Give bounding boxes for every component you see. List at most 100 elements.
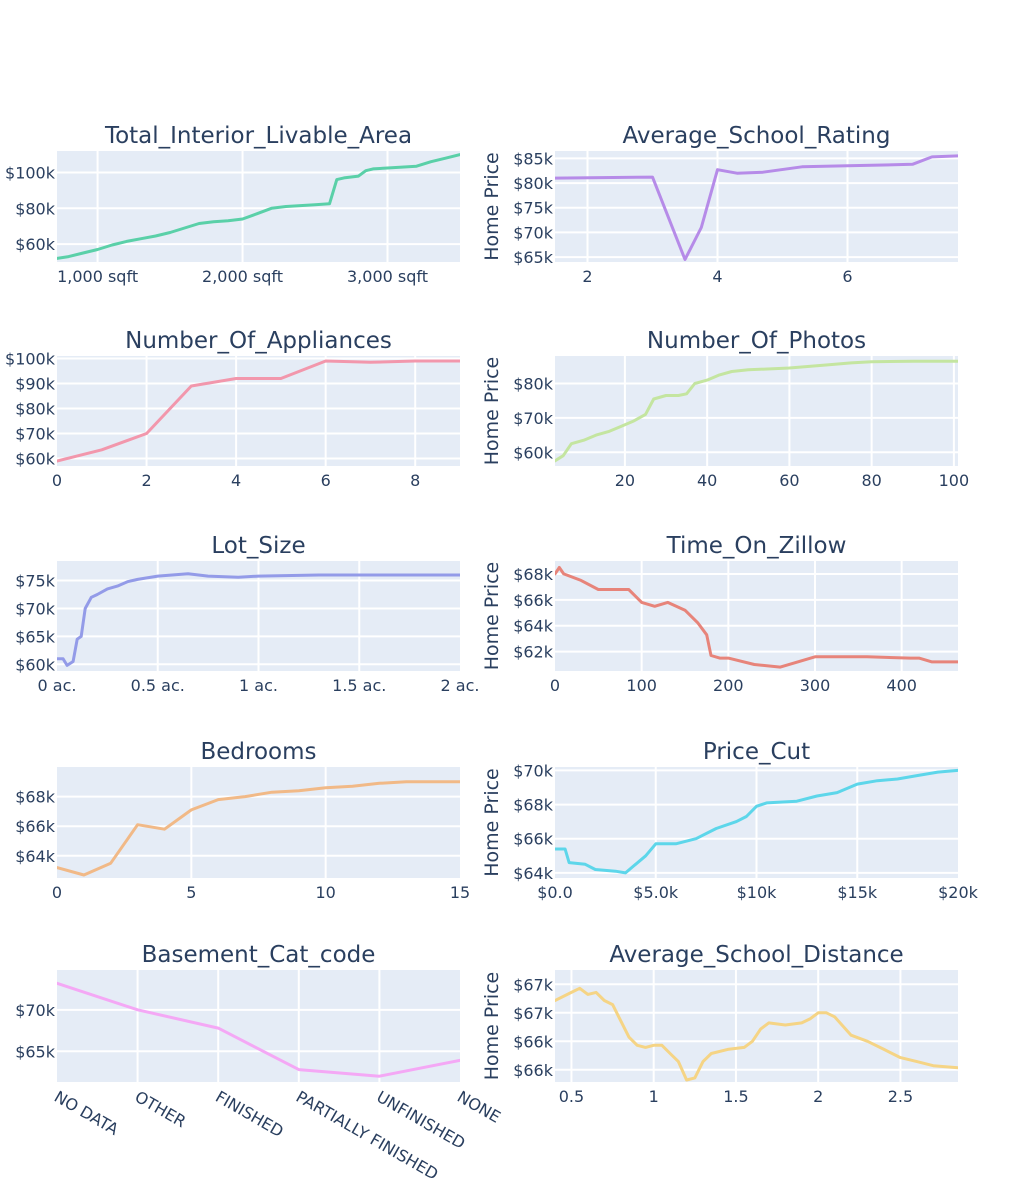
x-tick-label: 100	[626, 676, 657, 695]
plot-area	[555, 356, 958, 466]
y-tick-label: $60k	[15, 655, 56, 674]
y-tick-label: $65k	[15, 1042, 56, 1061]
plot-area	[57, 970, 460, 1082]
x-tick-label: 2,000 sqft	[202, 267, 283, 286]
x-tick-label: $20k	[938, 883, 979, 902]
y-tick-label: $60k	[15, 450, 56, 469]
y-tick-label: $80k	[15, 199, 56, 218]
x-tick-label: FINISHED	[212, 1087, 287, 1141]
x-tick-label: 2 ac.	[441, 676, 480, 695]
x-tick-label: 5	[186, 883, 196, 902]
plot-area	[57, 356, 460, 466]
x-tick-label: 0 ac.	[38, 676, 77, 695]
chart-panel: Number_Of_Photos $60k $70k $80k 20 40 60 80 100 H…	[481, 328, 969, 490]
chart-title: Price_Cut	[703, 739, 810, 765]
x-tick-label: 2	[813, 1087, 823, 1106]
y-tick-label: $66k	[513, 1032, 554, 1051]
x-tick-label: $5.0k	[633, 883, 679, 902]
x-tick-label: 2.5	[888, 1087, 913, 1106]
x-tick-label: 3,000 sqft	[347, 267, 428, 286]
y-tick-label: $80k	[513, 174, 554, 193]
y-axis-label: Home Price	[481, 357, 503, 466]
y-tick-label: $65k	[513, 248, 554, 267]
y-tick-label: $62k	[513, 643, 554, 662]
x-tick-label: 0	[52, 471, 62, 490]
x-tick-label: 10	[315, 883, 335, 902]
x-tick-label: 1 ac.	[239, 676, 278, 695]
chart-title: Time_On_Zillow	[666, 533, 847, 559]
y-tick-label: $70k	[513, 409, 554, 428]
y-tick-label: $64k	[513, 864, 554, 883]
chart-panel: Basement_Cat_code $65k $70k NO DATA OTHER FIN…	[15, 942, 504, 1184]
x-tick-label: 15	[450, 883, 470, 902]
x-tick-label: $15k	[837, 883, 878, 902]
x-tick-label: 4	[712, 267, 722, 286]
plot-area	[555, 561, 958, 671]
chart-panel: Average_School_Rating $65k $70k $75k $80k $85…	[481, 123, 958, 286]
y-axis-label: Home Price	[481, 152, 503, 261]
x-tick-label: 80	[861, 471, 881, 490]
y-tick-label: $66k	[15, 817, 56, 836]
y-tick-label: $70k	[15, 425, 56, 444]
y-axis-label: Home Price	[481, 768, 503, 877]
y-axis-label: Home Price	[481, 972, 503, 1081]
y-tick-label: $68k	[513, 565, 554, 584]
x-tick-label: $10k	[737, 883, 778, 902]
y-tick-label: $68k	[15, 788, 56, 807]
y-tick-label: $85k	[513, 149, 554, 168]
y-tick-label: $75k	[15, 572, 56, 591]
x-tick-label: 0	[52, 883, 62, 902]
y-tick-label: $66k	[513, 591, 554, 610]
y-tick-label: $100k	[5, 350, 56, 369]
chart-title: Number_Of_Photos	[647, 328, 866, 354]
x-tick-label: 0.5 ac.	[131, 676, 185, 695]
chart-panel: Number_Of_Appliances$60k$70k$80k$90k$100…	[5, 328, 460, 490]
y-tick-label: $75k	[513, 199, 554, 218]
y-tick-label: $60k	[513, 443, 554, 462]
y-tick-label: $64k	[15, 847, 56, 866]
y-tick-label: $65k	[15, 627, 56, 646]
y-tick-label: $66k	[513, 1061, 554, 1080]
y-tick-label: $67k	[513, 1004, 554, 1023]
x-tick-label: 2	[582, 267, 592, 286]
x-tick-label: 0	[550, 676, 560, 695]
chart-title: Average_School_Rating	[623, 123, 891, 149]
y-tick-label: $66k	[513, 830, 554, 849]
x-tick-label: 60	[779, 471, 799, 490]
x-tick-label: 2	[141, 471, 151, 490]
chart-title: Average_School_Distance	[609, 942, 903, 968]
chart-title: Number_Of_Appliances	[125, 328, 392, 354]
chart-title: Lot_Size	[211, 533, 305, 559]
x-tick-label: 400	[886, 676, 917, 695]
y-tick-label: $70k	[15, 1001, 56, 1020]
y-tick-label: $80k	[15, 400, 56, 419]
x-tick-label: 1.5	[723, 1087, 748, 1106]
x-tick-label: 0.5	[559, 1087, 584, 1106]
y-tick-label: $67k	[513, 975, 554, 994]
y-tick-label: $80k	[513, 375, 554, 394]
x-tick-label: 1,000 sqft	[57, 267, 138, 286]
chart-title: Total_Interior_Livable_Area	[104, 123, 412, 149]
x-tick-label: 6	[321, 471, 331, 490]
x-tick-label: 100	[939, 471, 970, 490]
y-axis-label: Home Price	[481, 562, 503, 671]
chart-title: Basement_Cat_code	[142, 942, 376, 968]
x-tick-label: 1	[649, 1087, 659, 1106]
x-tick-label: 200	[713, 676, 744, 695]
y-tick-label: $100k	[5, 163, 56, 182]
x-tick-label: 8	[410, 471, 420, 490]
chart-panel: Lot_Size$60k$65k$70k$75k0 ac. 0.5 ac. 1 ac…	[15, 533, 479, 695]
y-tick-label: $70k	[513, 223, 554, 242]
x-tick-label: 1.5 ac.	[332, 676, 386, 695]
x-tick-label: 40	[697, 471, 717, 490]
x-tick-label: NO DATA	[51, 1087, 122, 1139]
x-tick-label: 4	[231, 471, 241, 490]
x-tick-label: 6	[842, 267, 852, 286]
x-tick-label: $0.0	[537, 883, 573, 902]
chart-panel: Average_School_Distance $66k $66k $67k $67k 0…	[481, 942, 958, 1106]
chart-panel: Bedrooms $64k $66k $68k 0 5 10 15	[15, 739, 470, 902]
x-tick-label: OTHER	[132, 1087, 190, 1131]
y-tick-label: $68k	[513, 796, 554, 815]
x-tick-label: 300	[800, 676, 831, 695]
